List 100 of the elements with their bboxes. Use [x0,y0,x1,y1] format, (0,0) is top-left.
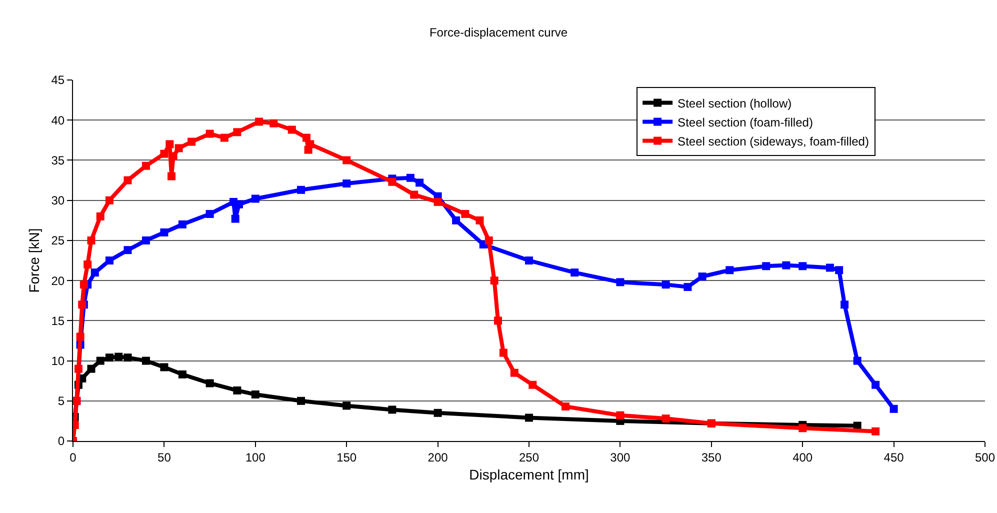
point [798,424,807,432]
point [872,427,880,436]
point [494,316,502,325]
x-tick-label: 400 [792,450,813,464]
point [853,356,862,365]
point [570,268,579,277]
point [168,172,176,180]
point [434,198,442,206]
point [662,280,670,289]
legend-label: Steel section (hollow) [678,96,792,110]
y-axis-title: Force [kN] [26,228,42,293]
point [166,140,174,148]
point [206,379,214,388]
y-tick-label: 35 [51,153,65,168]
y-tick-label: 15 [51,314,65,328]
point [476,216,484,224]
point [388,406,396,414]
point [96,212,104,220]
point [288,126,296,134]
x-tick-label: 250 [518,450,540,464]
x-axis-title: Displacement [mm] [469,466,589,483]
point [255,118,264,126]
x-tick-label: 200 [428,450,448,464]
point [490,276,498,285]
point [434,408,442,417]
x-tick-label: 50 [158,450,172,464]
point [251,390,260,398]
point [174,144,183,152]
point [206,130,214,138]
y-tick-label: 0 [58,434,65,448]
y-tick-label: 10 [51,354,65,368]
legend-label: Steel section (sideways, foam-filled) [678,134,869,148]
point [251,194,260,203]
point [105,354,114,362]
x-tick-label: 0 [70,450,77,464]
x-tick-label: 450 [884,450,904,464]
point [342,156,351,164]
point [798,262,807,270]
point [297,396,305,405]
point [124,246,132,254]
y-tick-label: 45 [51,73,65,88]
point [297,186,305,194]
point [528,380,537,389]
point [840,300,849,309]
point [525,256,533,264]
point [114,352,123,361]
point [416,178,424,187]
point [835,266,844,274]
point [105,196,114,204]
point [484,236,493,244]
point [233,386,242,394]
x-tick-label: 300 [610,450,631,464]
point [662,414,670,423]
point [178,370,186,378]
y-tick-label: 30 [51,194,65,208]
point [561,402,570,410]
point [87,364,96,373]
y-tick-label: 25 [51,234,65,248]
x-tick-label: 150 [336,450,357,464]
point [616,278,624,286]
point [160,150,168,158]
point [826,264,834,272]
point [160,363,168,372]
point [410,190,418,199]
point [499,348,508,357]
point [616,411,624,420]
point [220,134,228,142]
point [890,404,898,413]
chart-title: Force-displacement curve [429,26,568,40]
point [105,256,114,264]
point [342,402,351,410]
point [342,179,351,188]
y-tick-label: 40 [51,113,65,128]
point [782,261,790,270]
point [87,236,96,244]
point [698,272,706,281]
point [510,368,518,377]
point [452,216,460,224]
point [270,119,278,128]
point [76,332,84,341]
y-tick-label: 20 [51,274,65,288]
point [96,356,104,365]
point [231,214,240,223]
y-tick-label: 5 [58,394,65,408]
point [90,268,99,277]
point [178,220,186,228]
point [762,262,770,270]
point [388,178,396,186]
point [406,174,414,182]
x-tick-label: 350 [701,450,722,464]
point [461,210,470,218]
point [525,414,533,422]
point [188,138,196,146]
point [80,280,88,289]
point [726,266,734,274]
point [684,282,692,291]
x-tick-label: 100 [245,450,266,464]
point [206,210,214,218]
point [124,354,132,362]
point [142,162,150,170]
